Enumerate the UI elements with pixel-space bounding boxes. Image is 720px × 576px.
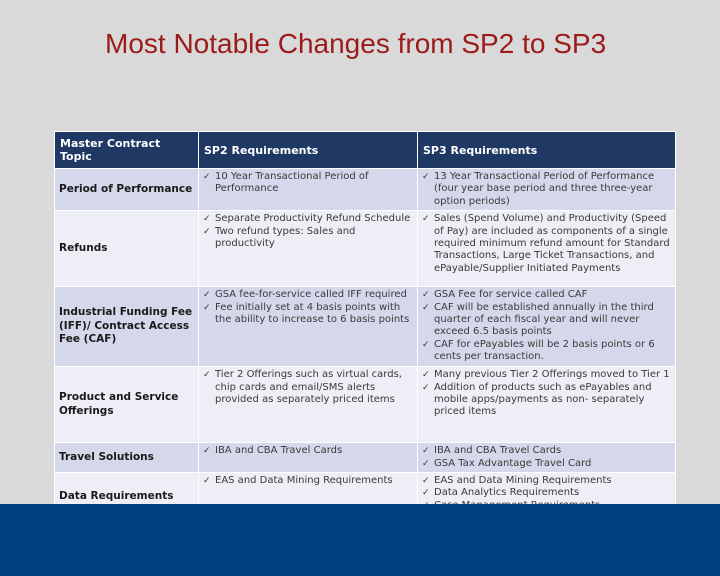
sp2-requirements-cell: Tier 2 Offerings such as virtual cards, … [198, 366, 418, 444]
sp2-requirements-list: 10 Year Transactional Period of Performa… [203, 171, 413, 196]
requirement-item: Sales (Spend Volume) and Productivity (S… [422, 213, 671, 275]
requirement-item: 10 Year Transactional Period of Performa… [203, 171, 413, 196]
requirement-item: CAF for ePayables will be 2 basis points… [422, 339, 671, 364]
requirement-item: Two refund types: Sales and productivity [203, 226, 413, 251]
requirement-item: Data Analytics Requirements [422, 487, 671, 500]
sp2-requirements-list: Tier 2 Offerings such as virtual cards, … [203, 369, 413, 406]
footer-bar [0, 504, 720, 576]
sp2-requirements-list: EAS and Data Mining Requirements [203, 475, 413, 488]
requirement-item: Fee initially set at 4 basis points with… [203, 302, 413, 327]
sp3-requirements-cell: Many previous Tier 2 Offerings moved to … [417, 366, 676, 444]
sp2-requirements-list: Separate Productivity Refund ScheduleTwo… [203, 213, 413, 250]
topic-cell: Product and Service Offerings [54, 366, 199, 444]
requirement-item: EAS and Data Mining Requirements [422, 475, 671, 488]
sp2-requirements-list: IBA and CBA Travel Cards [203, 445, 413, 458]
sp3-requirements-cell: IBA and CBA Travel CardsGSA Tax Advantag… [417, 442, 676, 474]
sp3-requirements-cell: Sales (Spend Volume) and Productivity (S… [417, 210, 676, 288]
requirement-item: CAF will be established annually in the … [422, 302, 671, 339]
requirement-item: IBA and CBA Travel Cards [203, 445, 413, 458]
topic-cell: Travel Solutions [54, 442, 199, 474]
header-sp2: SP2 Requirements [198, 131, 418, 169]
requirement-item: Tier 2 Offerings such as virtual cards, … [203, 369, 413, 406]
comparison-table: Master Contract Topic SP2 Requirements S… [54, 131, 676, 522]
topic-cell: Period of Performance [54, 167, 199, 212]
requirement-item: Addition of products such as ePayables a… [422, 382, 671, 419]
sp3-requirements-list: Sales (Spend Volume) and Productivity (S… [422, 213, 671, 275]
sp2-requirements-cell: Separate Productivity Refund ScheduleTwo… [198, 210, 418, 288]
sp3-requirements-cell: 13 Year Transactional Period of Performa… [417, 167, 676, 212]
requirement-item: IBA and CBA Travel Cards [422, 445, 671, 458]
requirement-item: Separate Productivity Refund Schedule [203, 213, 413, 226]
requirement-item: GSA Tax Advantage Travel Card [422, 458, 671, 471]
sp2-requirements-cell: GSA fee-for-service called IFF requiredF… [198, 286, 418, 368]
header-sp3: SP3 Requirements [417, 131, 676, 169]
table-header-row: Master Contract Topic SP2 Requirements S… [54, 131, 676, 169]
sp2-requirements-cell: 10 Year Transactional Period of Performa… [198, 167, 418, 212]
sp3-requirements-list: GSA Fee for service called CAFCAF will b… [422, 289, 671, 363]
requirement-item: GSA Fee for service called CAF [422, 289, 671, 302]
table-row: RefundsSeparate Productivity Refund Sche… [54, 210, 676, 288]
table-row: Travel Solutions IBA and CBA Travel Cards… [54, 442, 676, 474]
table-row: Industrial Funding Fee (IFF)/ Contract A… [54, 286, 676, 368]
table-row: Period of Performance10 Year Transaction… [54, 167, 676, 212]
header-topic: Master Contract Topic [54, 131, 199, 169]
topic-cell: Refunds [54, 210, 199, 288]
sp3-requirements-list: IBA and CBA Travel CardsGSA Tax Advantag… [422, 445, 671, 470]
requirement-item: 13 Year Transactional Period of Performa… [422, 171, 671, 208]
requirement-item: EAS and Data Mining Requirements [203, 475, 413, 488]
sp3-requirements-cell: GSA Fee for service called CAFCAF will b… [417, 286, 676, 368]
topic-cell: Industrial Funding Fee (IFF)/ Contract A… [54, 286, 199, 368]
table-row: Product and Service OfferingsTier 2 Offe… [54, 366, 676, 444]
table-body: Period of Performance10 Year Transaction… [54, 167, 676, 522]
sp2-requirements-cell: IBA and CBA Travel Cards [198, 442, 418, 474]
requirement-item: GSA fee-for-service called IFF required [203, 289, 413, 302]
comparison-table-container: Master Contract Topic SP2 Requirements S… [54, 131, 676, 522]
slide-title: Most Notable Changes from SP2 to SP3 [105, 28, 607, 59]
sp3-requirements-list: 13 Year Transactional Period of Performa… [422, 171, 671, 208]
requirement-item: Many previous Tier 2 Offerings moved to … [422, 369, 671, 382]
sp2-requirements-list: GSA fee-for-service called IFF requiredF… [203, 289, 413, 326]
sp3-requirements-list: Many previous Tier 2 Offerings moved to … [422, 369, 671, 419]
